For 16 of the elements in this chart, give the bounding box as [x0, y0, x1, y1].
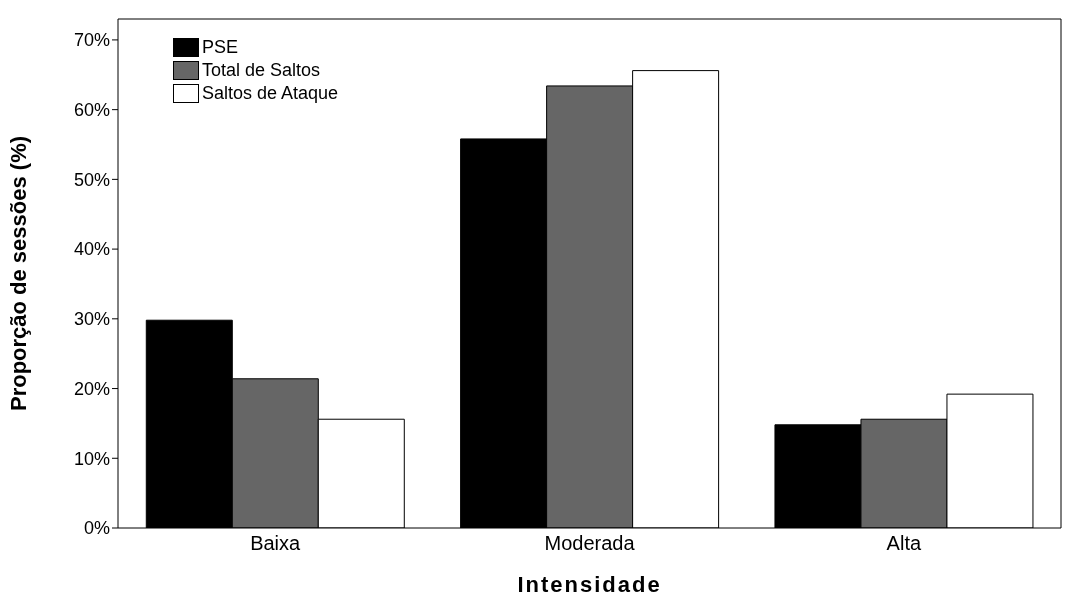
x-axis-title: Intensidade: [517, 571, 662, 597]
legend-label: Saltos de Ataque: [202, 83, 339, 104]
legend-label: Total de Saltos: [202, 60, 321, 81]
y-tick-label: 30%: [73, 309, 110, 330]
y-tick-label: 0%: [83, 518, 110, 539]
x-tick-label: Moderada: [544, 532, 636, 555]
y-tick-label: 10%: [73, 448, 110, 469]
y-axis-title: Proporção de sessões (%): [5, 135, 31, 412]
y-tick-label: 20%: [73, 378, 110, 399]
y-tick-label: 50%: [73, 169, 110, 190]
x-tick-label: Alta: [886, 532, 922, 555]
legend-label: PSE: [202, 37, 239, 58]
y-tick-label: 40%: [73, 239, 110, 260]
y-tick-label: 60%: [73, 100, 110, 121]
y-tick-label: 70%: [73, 30, 110, 51]
x-tick-label: Baixa: [250, 532, 302, 555]
